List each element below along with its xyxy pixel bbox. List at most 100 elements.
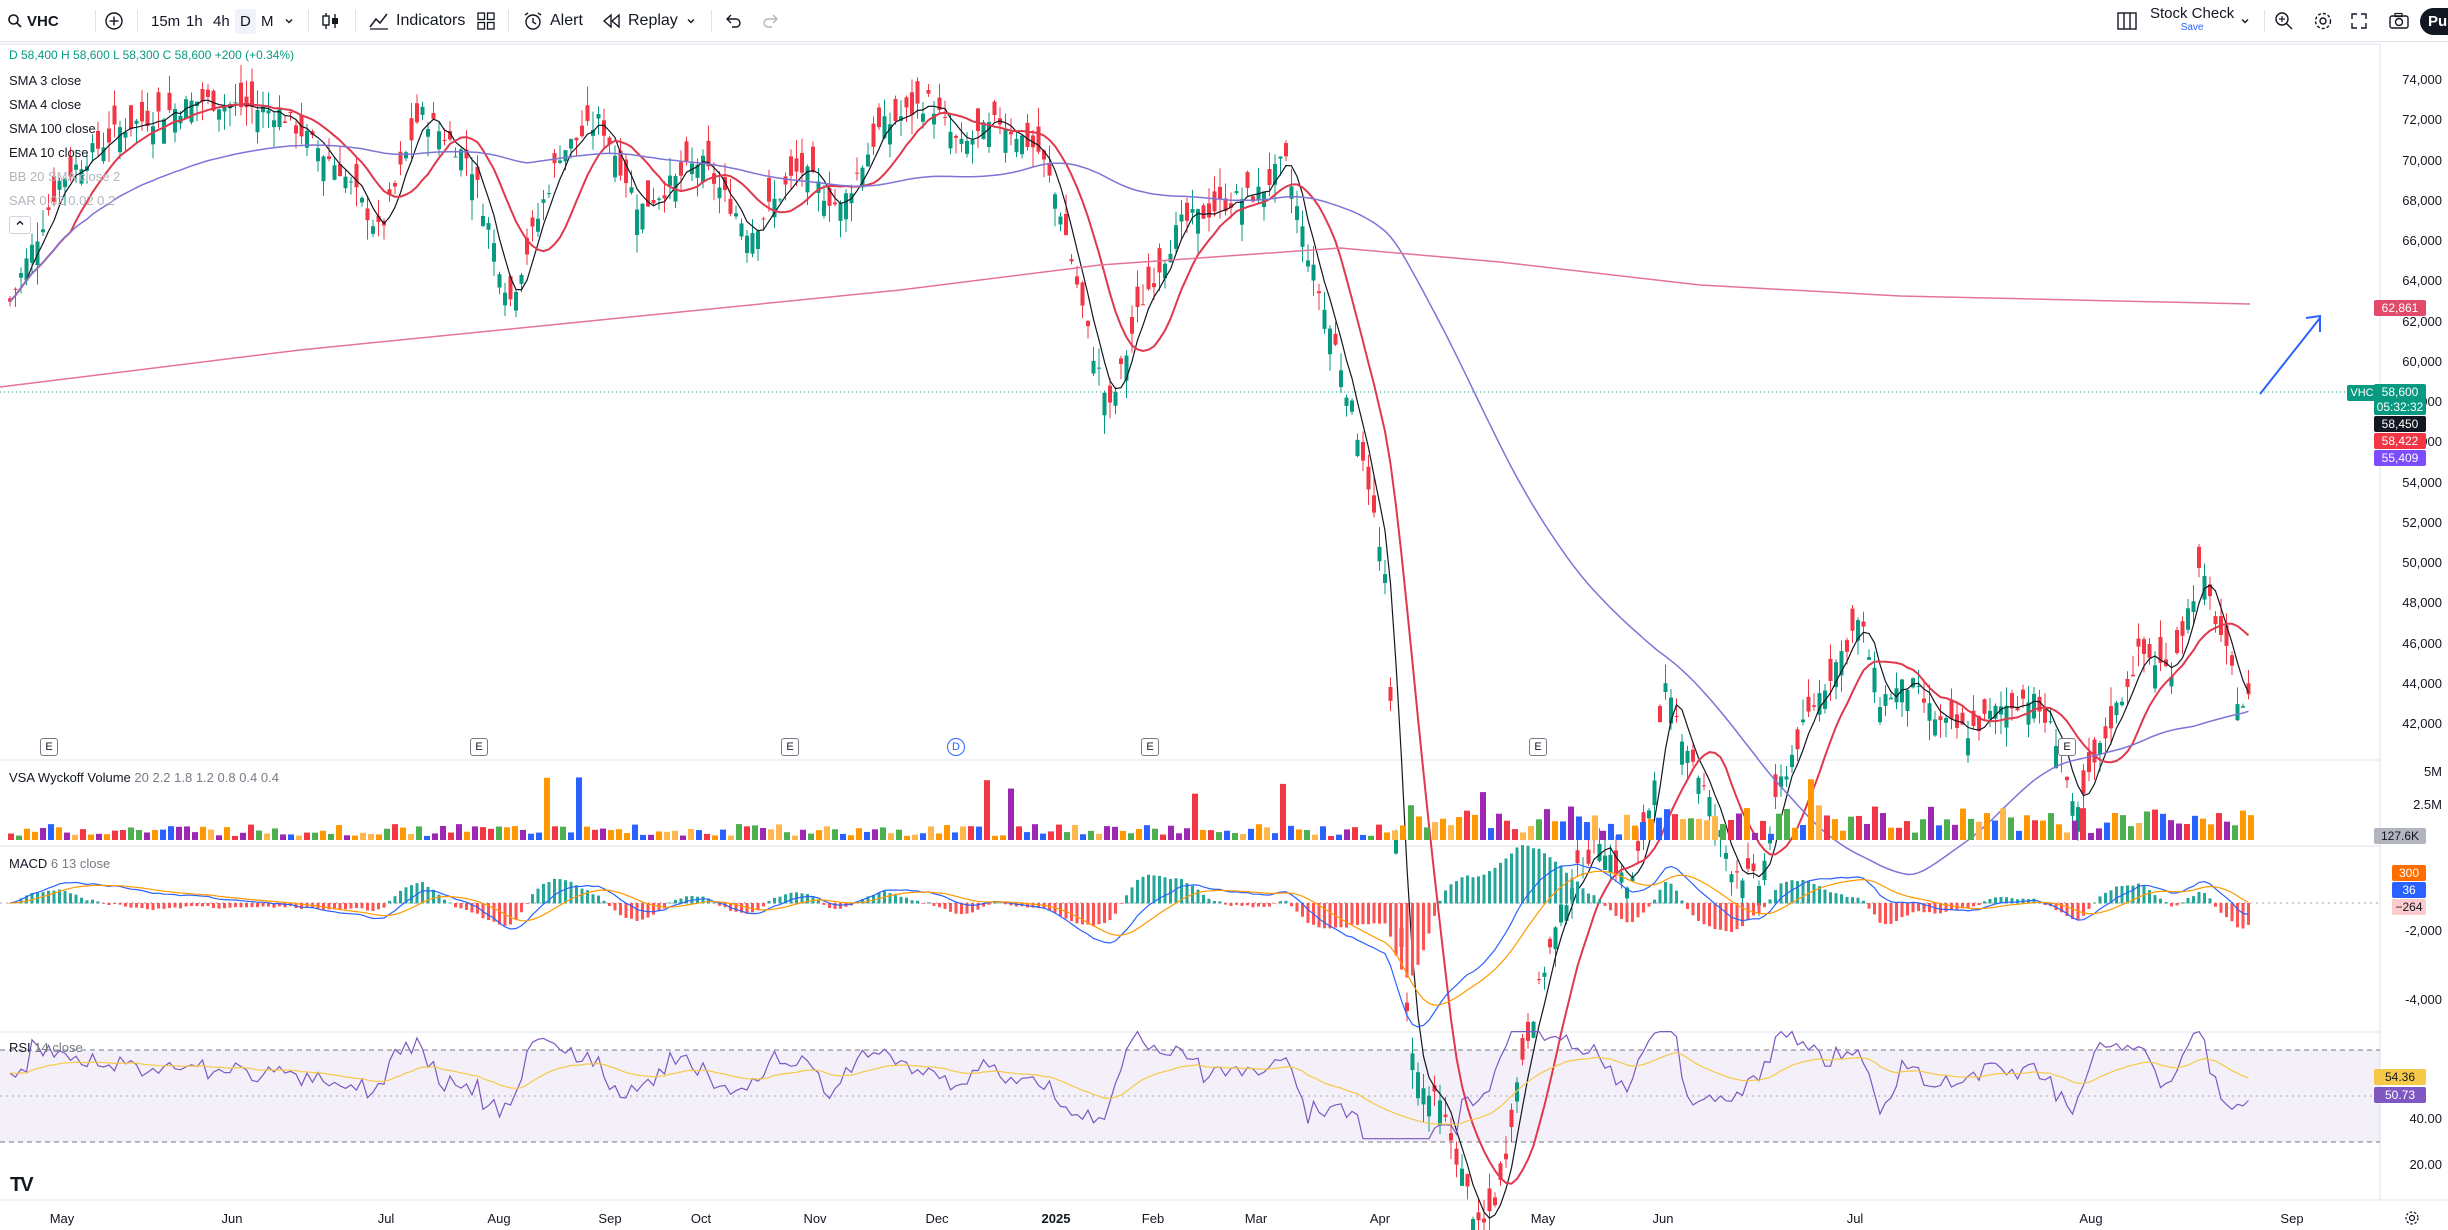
macd-histogram-bar <box>1251 903 1255 908</box>
settings-button[interactable] <box>2313 0 2333 42</box>
macd-histogram-bar <box>19 898 23 904</box>
legend-sma4[interactable]: SMA 4 close <box>9 97 82 112</box>
candle-body <box>1476 1212 1481 1221</box>
quick-search-button[interactable] <box>2274 0 2294 42</box>
candle-body <box>437 131 441 150</box>
interval-m[interactable]: M <box>256 0 279 42</box>
undo-button[interactable] <box>724 0 742 42</box>
macd-histogram-bar <box>107 903 111 905</box>
interval-d[interactable]: D <box>235 0 256 42</box>
volume-bar <box>264 833 270 840</box>
macd-histogram-bar <box>729 903 732 911</box>
volume-bar <box>1280 783 1286 840</box>
compare-add-button[interactable] <box>104 0 124 42</box>
macd-histogram-bar <box>608 903 611 907</box>
volume-bar <box>8 833 14 840</box>
legend-bb[interactable]: BB 20 SMA close 2 <box>9 169 121 184</box>
grid-icon <box>476 11 496 31</box>
candle-body <box>1663 683 1668 693</box>
macd-axis-label: -2,000 <box>2405 923 2442 938</box>
legend-ema10[interactable]: EMA 10 close <box>9 145 89 160</box>
trend-arrow-drawing[interactable] <box>2259 314 2321 395</box>
templates-button[interactable] <box>476 0 496 42</box>
candle-body <box>1856 620 1860 641</box>
macd-histogram-bar <box>1328 903 1332 929</box>
candle-body <box>1916 685 1921 687</box>
volume-bar <box>408 833 414 840</box>
snapshot-button[interactable] <box>2388 0 2410 42</box>
macd-histogram-bar <box>1653 899 1656 904</box>
volume-bar <box>2120 815 2126 840</box>
candle-body <box>1168 253 1173 263</box>
time-axis-label: Sep <box>598 1211 622 1226</box>
macd-histogram-bar <box>938 903 941 908</box>
earnings-marker[interactable]: E <box>781 738 799 756</box>
legend-collapse-button[interactable] <box>9 216 31 234</box>
layout-dropdown[interactable] <box>2240 0 2250 42</box>
publish-button[interactable]: Pu <box>2420 0 2448 42</box>
macd-histogram-bar <box>1438 900 1442 904</box>
sma-short-line <box>9 99 2250 1219</box>
volume-bar <box>1864 823 1870 840</box>
candle-body <box>206 89 210 97</box>
volume-bar <box>336 825 342 840</box>
volume-bar <box>1384 832 1390 840</box>
macd-histogram-bar <box>1064 903 1068 919</box>
interval-4h[interactable]: 4h <box>208 0 235 42</box>
tradingview-logo[interactable]: TV <box>10 1174 34 1196</box>
candle-body <box>1036 126 1041 152</box>
volume-bar <box>272 828 278 840</box>
volume-bar <box>1944 819 1950 840</box>
earnings-marker[interactable]: E <box>2058 738 2076 756</box>
macd-histogram-bar <box>206 903 210 907</box>
legend-sma3[interactable]: SMA 3 close <box>9 73 82 88</box>
candle-body <box>1614 850 1618 874</box>
candle-body <box>591 129 595 136</box>
candle-body <box>349 181 353 183</box>
candle-body <box>1097 367 1101 369</box>
save-label: Save <box>2180 22 2204 33</box>
replay-button[interactable]: Replay <box>602 0 678 42</box>
chart-type-button[interactable] <box>320 0 342 42</box>
candle-body <box>1388 687 1393 701</box>
macd-legend[interactable]: MACD 6 13 close <box>9 856 110 871</box>
macd-histogram-bar <box>1081 903 1084 925</box>
layout-name-button[interactable]: Stock Check Save <box>2150 0 2234 42</box>
fullscreen-button[interactable] <box>2350 0 2368 42</box>
earnings-marker[interactable]: E <box>470 738 488 756</box>
layout-button[interactable] <box>2116 0 2138 42</box>
volume-bar <box>1016 826 1022 840</box>
alert-button[interactable]: Alert <box>522 0 583 42</box>
candle-body <box>761 218 766 220</box>
macd-histogram-bar <box>1086 903 1090 925</box>
price-badge-sma-black: 58,450 <box>2374 416 2426 432</box>
symbol-search[interactable]: VHC <box>8 0 59 42</box>
volume-bar <box>1968 818 1974 840</box>
redo-button[interactable] <box>762 0 780 42</box>
candle-body <box>2114 702 2119 716</box>
interval-dropdown[interactable] <box>284 0 294 42</box>
volume-legend[interactable]: VSA Wyckoff Volume 20 2.2 1.8 1.2 0.8 0.… <box>9 770 279 785</box>
indicators-button[interactable]: Indicators <box>368 0 465 42</box>
earnings-marker[interactable]: E <box>40 738 58 756</box>
dividend-marker[interactable]: D <box>947 738 965 756</box>
earnings-marker[interactable]: E <box>1141 738 1159 756</box>
volume-bar <box>1296 829 1302 840</box>
macd-histogram-bar <box>822 903 826 905</box>
macd-histogram-bar <box>2016 899 2019 904</box>
replay-dropdown[interactable] <box>686 0 696 42</box>
macd-histogram-bar <box>8 903 12 904</box>
macd-histogram-bar <box>531 894 534 904</box>
volume-bar <box>2040 820 2046 840</box>
candle-body <box>805 166 810 193</box>
legend-sma100[interactable]: SMA 100 close <box>9 121 96 136</box>
macd-histogram-bar <box>2214 903 2217 907</box>
interval-1h[interactable]: 1h <box>181 0 208 42</box>
timezone-settings-button[interactable] <box>2404 1210 2420 1230</box>
legend-sar[interactable]: SAR 0.02 0.02 0.2 <box>9 193 116 208</box>
earnings-marker[interactable]: E <box>1529 738 1547 756</box>
interval-15m[interactable]: 15m <box>146 0 185 42</box>
rsi-legend[interactable]: RSI 14 close <box>9 1040 83 1055</box>
candle-body <box>2004 705 2009 728</box>
